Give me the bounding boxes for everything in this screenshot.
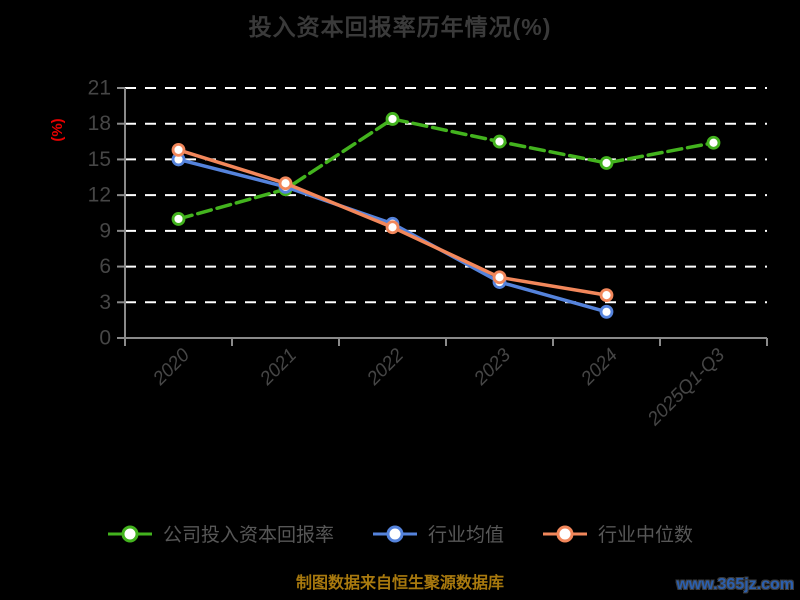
data-point-0-2022[interactable] xyxy=(385,112,400,126)
y-tick-label-21: 21 xyxy=(88,77,111,100)
data-point-0-2023[interactable] xyxy=(492,134,507,149)
data-point-2-2022[interactable] xyxy=(385,220,400,235)
y-tick-label-15: 15 xyxy=(88,148,111,171)
legend-marker-industry-median-icon xyxy=(543,525,587,542)
y-tick-label-0: 0 xyxy=(99,327,111,350)
data-source-note: 制图数据来自恒生聚源数据库 xyxy=(295,575,504,592)
x-tick-label-2023: 2023 xyxy=(470,344,516,390)
x-tick-label-2020: 2020 xyxy=(149,344,195,390)
series-line-0[interactable] xyxy=(176,117,716,221)
data-point-0-2025Q1-Q3[interactable] xyxy=(706,135,721,150)
legend-item-company[interactable]: 公司投入资本回报率 xyxy=(107,520,334,547)
y-tick-label-9: 9 xyxy=(99,219,111,242)
y-tick-label-6: 6 xyxy=(99,255,111,278)
series-line-1[interactable] xyxy=(176,157,609,314)
legend-item-industry-avg[interactable]: 行业均值 xyxy=(372,520,504,547)
legend-label-industry-avg: 行业均值 xyxy=(427,525,504,546)
chart-legend: 公司投入资本回报率 行业均值 行业中位数 xyxy=(0,520,800,547)
chart-title: 投入资本回报率历年情况(%) xyxy=(248,14,552,40)
x-tick-label-2021: 2021 xyxy=(256,345,301,390)
data-point-2-2021[interactable] xyxy=(278,176,293,191)
data-point-2-2023[interactable] xyxy=(492,270,507,285)
legend-marker-industry-avg-icon xyxy=(372,525,417,542)
data-point-0-2020[interactable] xyxy=(171,212,186,226)
y-tick-label-12: 12 xyxy=(88,184,111,207)
legend-label-industry-median: 行业中位数 xyxy=(598,525,694,546)
data-point-1-2024[interactable] xyxy=(599,304,614,319)
y-axis-unit-label: (%) xyxy=(49,118,66,141)
watermark-link[interactable]: www.365jz.com xyxy=(676,576,794,593)
line-chart-canvas: 0 3 6 9 12 15 18 21 (%) 2020 2021 2022 2023 2024 2025Q… xyxy=(49,77,768,430)
legend-label-company: 公司投入资本回报率 xyxy=(162,525,334,546)
data-point-2-2020[interactable] xyxy=(171,143,186,157)
data-point-2-2024[interactable] xyxy=(599,288,614,303)
x-tick-label-2022: 2022 xyxy=(363,344,409,390)
data-point-0-2024[interactable] xyxy=(599,156,614,170)
x-tick-label-2024: 2024 xyxy=(577,345,622,390)
x-tick-label-2025Q1-Q3: 2025Q1-Q3 xyxy=(643,344,729,430)
legend-item-industry-median[interactable]: 行业中位数 xyxy=(542,520,693,547)
y-tick-label-18: 18 xyxy=(88,112,111,135)
legend-marker-company-icon xyxy=(107,525,152,542)
y-tick-label-3: 3 xyxy=(99,291,111,314)
